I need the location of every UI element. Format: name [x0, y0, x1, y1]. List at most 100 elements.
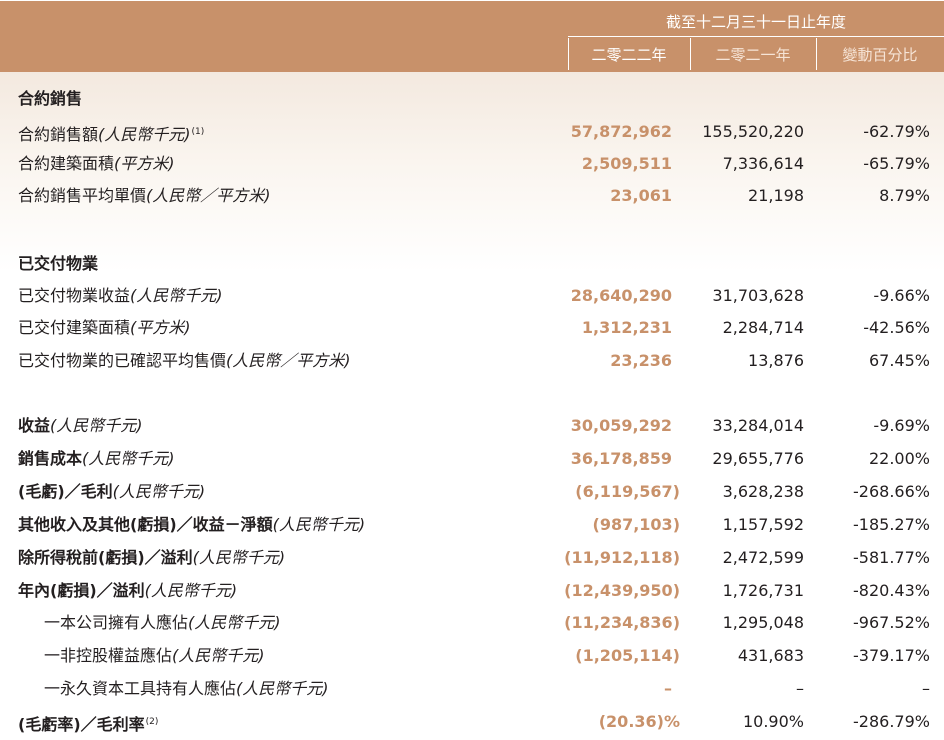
footnote-marker: (2) — [145, 717, 159, 727]
previous-year-value: – — [796, 679, 804, 698]
period-label: 截至十二月三十一日止年度 — [665, 13, 846, 31]
row-unit: (人民幣千元) — [236, 679, 329, 698]
table-row: 銷售成本(人民幣千元) 36,178,859 29,655,776 22.00% — [0, 444, 944, 474]
previous-year-value: 10.90% — [742, 712, 804, 731]
row-unit: (平方米) — [114, 154, 175, 173]
column-divider — [568, 38, 569, 70]
table-row: 已交付建築面積(平方米) 1,312,231 2,284,714 -42.56% — [0, 313, 944, 343]
previous-year-value: 21,198 — [748, 186, 804, 205]
previous-year-value: 13,876 — [748, 351, 804, 370]
row-label-text: (毛虧率)／毛利率 — [18, 715, 145, 734]
row-unit: (人民幣／平方米) — [146, 186, 271, 205]
previous-year-value: 155,520,220 — [702, 122, 804, 141]
table-row: 一本公司擁有人應佔(人民幣千元) (11,234,836) 1,295,048 -96… — [0, 608, 944, 638]
table-row: 合約建築面積(平方米) 2,509,511 7,336,614 -65.79% — [0, 149, 944, 179]
table-row: 年內(虧損)／溢利(人民幣千元) (12,439,950) 1,726,731 -82… — [0, 576, 944, 606]
current-year-value: (987,103) — [592, 515, 681, 534]
column-divider — [690, 38, 691, 70]
row-label: 除所得稅前(虧損)／溢利(人民幣千元) — [18, 543, 285, 573]
change-percent-value: -286.79% — [853, 712, 930, 731]
table-row: 一非控股權益應佔(人民幣千元) (1,205,114) 431,683 -379.17… — [0, 641, 944, 671]
row-label-text: 已交付物業的已確認平均售價 — [18, 351, 227, 370]
current-year-value: 28,640,290 — [570, 286, 672, 305]
row-label: 其他收入及其他(虧損)／收益－淨額(人民幣千元) — [18, 510, 365, 540]
table-row: 收益(人民幣千元) 30,059,292 33,284,014 -9.69% — [0, 411, 944, 441]
section-title-contracted-sales: 合約銷售 — [18, 89, 83, 108]
table-row: (毛虧率)／毛利率(2) (20.36)% 10.90% -286.79% — [0, 707, 944, 737]
row-label-text: 已交付建築面積 — [18, 318, 131, 337]
current-year-value: 36,178,859 — [570, 449, 672, 468]
table-row: 合約銷售額(人民幣千元)(1) 57,872,962 155,520,220 -62.… — [0, 117, 944, 147]
footnote-marker: (1) — [191, 127, 205, 137]
current-year-value: 30,059,292 — [570, 416, 672, 435]
row-unit: (人民幣千元) — [188, 613, 281, 632]
row-unit: (人民幣千元) — [144, 581, 238, 600]
change-percent-value: -9.69% — [873, 416, 930, 435]
current-year-value: 57,872,962 — [570, 122, 672, 141]
section-title-row: 合約銷售 — [0, 84, 944, 114]
row-label-text: 一本公司擁有人應佔 — [44, 613, 189, 632]
row-label: 年內(虧損)／溢利(人民幣千元) — [18, 576, 237, 606]
table-row: (毛虧)／毛利(人民幣千元) (6,119,567) 3,628,238 -268.6… — [0, 477, 944, 507]
row-label: (毛虧率)／毛利率(2) — [18, 707, 158, 740]
previous-year-value: 31,703,628 — [712, 286, 804, 305]
row-label: 已交付物業的已確認平均售價(人民幣／平方米) — [18, 346, 351, 376]
change-percent-value: -9.66% — [873, 286, 930, 305]
row-label-text: 已交付物業收益 — [18, 286, 131, 305]
table-row: 已交付物業收益(人民幣千元) 28,640,290 31,703,628 -9.66% — [0, 281, 944, 311]
current-year-value: (11,912,118) — [564, 548, 680, 567]
row-unit: (人民幣千元) — [172, 646, 265, 665]
table-row: 已交付物業的已確認平均售價(人民幣／平方米) 23,236 13,876 67.45% — [0, 346, 944, 376]
change-percent-value: -62.79% — [863, 122, 930, 141]
row-label: 已交付建築面積(平方米) — [18, 313, 191, 343]
change-percent-value: – — [922, 679, 930, 698]
previous-year-value: 3,628,238 — [722, 482, 804, 501]
previous-year-value: 1,726,731 — [722, 581, 804, 600]
column-header-current-year: 二零二二年 — [591, 46, 667, 64]
current-year-value: (1,205,114) — [575, 646, 680, 665]
row-unit: (人民幣千元) — [82, 449, 175, 468]
change-percent-value: 22.00% — [868, 449, 930, 468]
row-label-text: 合約建築面積 — [18, 154, 115, 173]
row-label: (毛虧)／毛利(人民幣千元) — [18, 477, 205, 507]
header-top-rule — [0, 0, 944, 1]
row-unit: (人民幣／平方米) — [226, 351, 351, 370]
current-year-value: 2,509,511 — [581, 154, 672, 173]
row-unit: (平方米) — [130, 318, 191, 337]
change-percent-value: -42.56% — [863, 318, 930, 337]
section-title-delivered: 已交付物業 — [18, 254, 99, 273]
previous-year-value: 431,683 — [737, 646, 804, 665]
row-label-text: 除所得稅前(虧損)／溢利 — [18, 548, 193, 567]
row-label: 收益(人民幣千元) — [18, 411, 143, 441]
row-label-text: 一永久資本工具持有人應佔 — [44, 679, 237, 698]
table-row: 除所得稅前(虧損)／溢利(人民幣千元) (11,912,118) 2,472,599… — [0, 543, 944, 573]
row-unit: (人民幣千元) — [192, 548, 286, 567]
previous-year-value: 7,336,614 — [722, 154, 804, 173]
current-year-value: (20.36)% — [598, 712, 680, 731]
change-percent-value: 8.79% — [879, 186, 930, 205]
current-year-value: 23,061 — [610, 186, 672, 205]
current-year-value: (12,439,950) — [564, 581, 680, 600]
section-title-row: 已交付物業 — [0, 249, 944, 279]
row-label: 已交付物業收益(人民幣千元) — [18, 281, 223, 311]
table-background — [0, 72, 944, 738]
table-row: 合約銷售平均單價(人民幣／平方米) 23,061 21,198 8.79% — [0, 181, 944, 211]
change-percent-value: -379.17% — [853, 646, 930, 665]
change-percent-value: -65.79% — [863, 154, 930, 173]
change-percent-value: -268.66% — [853, 482, 930, 501]
row-label: 一非控股權益應佔(人民幣千元) — [44, 641, 265, 671]
column-divider — [816, 38, 817, 70]
current-year-value: (6,119,567) — [575, 482, 680, 501]
previous-year-value: 33,284,014 — [712, 416, 804, 435]
row-label: 銷售成本(人民幣千元) — [18, 444, 175, 474]
change-percent-value: -581.77% — [853, 548, 930, 567]
current-year-value: 23,236 — [610, 351, 672, 370]
current-year-value: (11,234,836) — [564, 613, 680, 632]
row-label-text: 合約銷售額 — [18, 125, 99, 144]
previous-year-value: 2,472,599 — [722, 548, 804, 567]
row-label-text: 合約銷售平均單價 — [18, 186, 147, 205]
row-label: 一永久資本工具持有人應佔(人民幣千元) — [44, 674, 329, 704]
current-year-value: – — [664, 679, 672, 698]
row-label-text: 收益 — [18, 416, 51, 435]
column-header-previous-year: 二零二一年 — [715, 46, 791, 64]
